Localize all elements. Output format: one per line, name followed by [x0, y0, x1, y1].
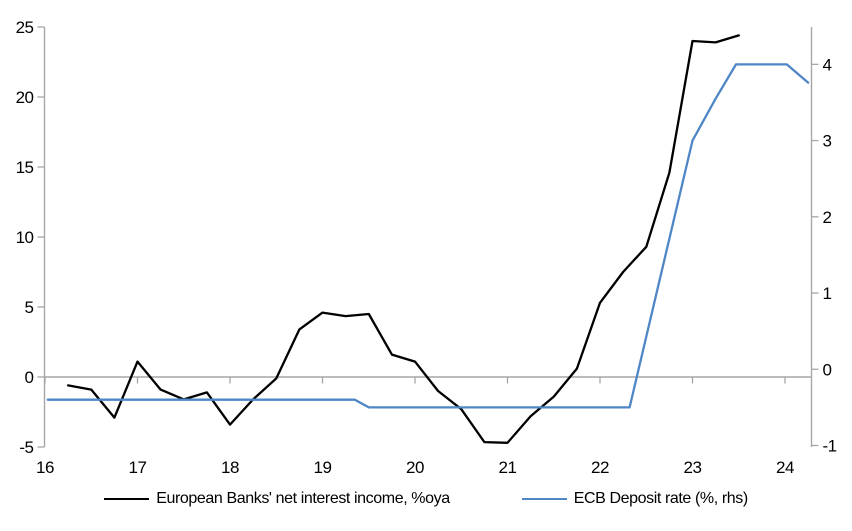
x-axis-tick-label: 19 [314, 458, 332, 477]
right-axis-tick-label: 0 [823, 360, 832, 379]
legend-line-sample-blue [521, 498, 567, 500]
x-axis-tick-label: 20 [406, 458, 424, 477]
right-axis-tick-label: 3 [823, 132, 832, 151]
left-axis-tick-label: 15 [16, 158, 34, 177]
x-axis-tick-label: 17 [129, 458, 147, 477]
x-axis-tick-label: 16 [36, 458, 54, 477]
x-axis-tick-label: 22 [591, 458, 609, 477]
legend-label-ecb-deposit-rate: ECB Deposit rate (%, rhs) [573, 490, 748, 507]
right-axis-tick-label: 4 [823, 55, 832, 74]
left-axis-tick-label: 25 [16, 18, 34, 37]
chart-legend: European Banks' net interest income, %oy… [0, 486, 852, 512]
left-axis-tick-label: 5 [25, 298, 34, 317]
left-axis-tick-label: 10 [16, 228, 34, 247]
series-line-ecb-deposit-rate [46, 63, 810, 409]
x-axis-tick-label: 23 [684, 458, 702, 477]
left-axis-tick-label: 0 [25, 368, 34, 387]
x-axis-tick-label: 18 [221, 458, 239, 477]
legend-line-sample-black [104, 498, 150, 500]
series-line-net-interest-income [66, 34, 740, 444]
left-axis-tick-label: 20 [16, 88, 34, 107]
x-axis-tick-label: 24 [776, 458, 794, 477]
legend-item-net-interest-income: European Banks' net interest income, %oy… [104, 490, 450, 508]
legend-label-net-interest-income: European Banks' net interest income, %oy… [156, 490, 450, 507]
right-axis-tick-label: 1 [823, 284, 832, 303]
x-axis-tick-label: 21 [499, 458, 517, 477]
right-axis-tick-label: 2 [823, 208, 832, 227]
left-axis-tick-label: -5 [19, 438, 33, 457]
right-axis-tick-label: -1 [823, 436, 837, 455]
legend-item-ecb-deposit-rate: ECB Deposit rate (%, rhs) [521, 490, 748, 508]
